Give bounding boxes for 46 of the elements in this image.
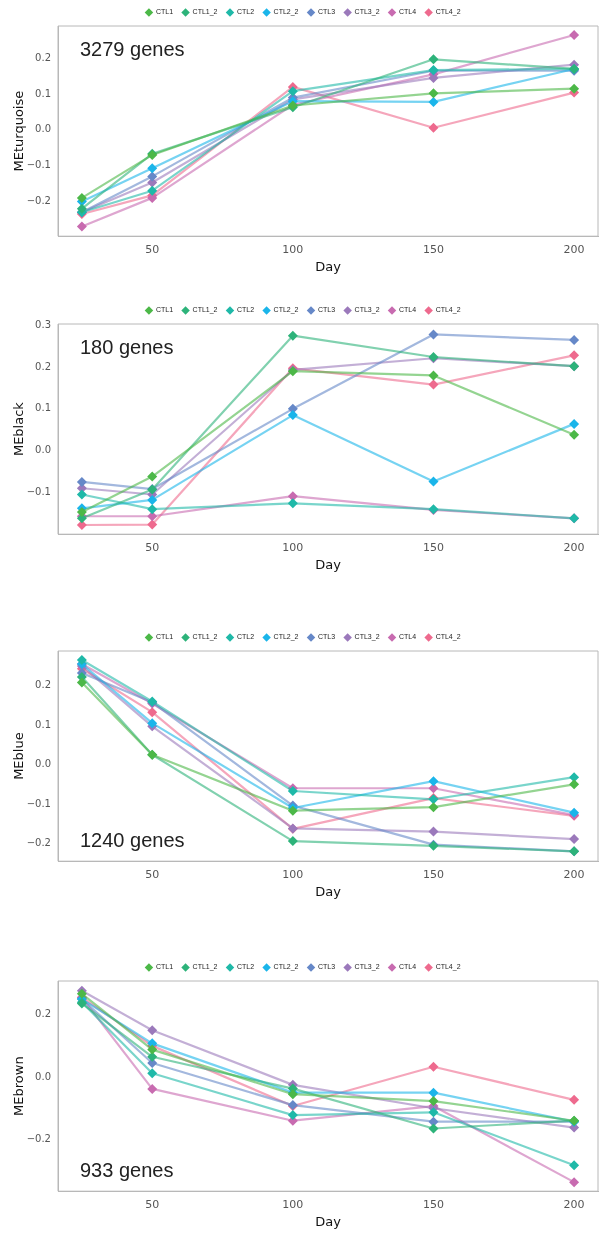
x-tick-label: 50 [145, 1197, 160, 1211]
y-tick-label: −0.2 [26, 837, 51, 849]
x-tick-label: 200 [563, 867, 585, 881]
x-tick-label: 150 [422, 242, 444, 256]
x-tick-label: 150 [422, 867, 444, 881]
y-tick-label: 0.2 [35, 360, 51, 372]
annotation: 933 genes [80, 1159, 174, 1182]
y-tick-label: 0.0 [35, 1070, 51, 1082]
x-tick-label: 150 [422, 540, 444, 554]
x-tick-label: 100 [282, 540, 304, 554]
y-tick-label: 0.0 [35, 123, 51, 135]
y-axis-title: MEturquoise [11, 90, 27, 172]
y-tick-label: 0.1 [35, 87, 51, 99]
annotation: 3279 genes [80, 38, 185, 60]
x-tick-label: 100 [282, 242, 304, 256]
y-tick-label: 0.2 [35, 51, 51, 63]
y-axis-title: MEblue [11, 732, 27, 780]
y-tick-label: −0.2 [26, 1133, 51, 1145]
annotation: 1240 genes [80, 829, 185, 852]
y-tick-label: 0.2 [35, 679, 51, 691]
y-tick-label: 0.1 [35, 402, 51, 414]
y-tick-label: −0.1 [26, 486, 51, 497]
x-axis-title: Day [315, 556, 342, 572]
x-axis-title: Day [315, 258, 342, 274]
y-tick-label: −0.1 [26, 159, 51, 171]
x-tick-label: 50 [145, 242, 160, 256]
y-tick-label: −0.1 [26, 797, 51, 809]
x-tick-label: 150 [422, 1197, 444, 1211]
x-axis-title: Day [315, 1213, 342, 1229]
x-tick-label: 200 [563, 1197, 585, 1211]
x-tick-label: 50 [145, 867, 160, 881]
x-tick-label: 100 [282, 1197, 304, 1211]
y-tick-label: 0.0 [35, 758, 51, 770]
x-tick-label: 50 [145, 540, 160, 554]
y-tick-label: 0.3 [35, 318, 51, 330]
y-axis-title: MEbrown [11, 1056, 27, 1116]
x-tick-label: 100 [282, 867, 304, 881]
x-axis-title: Day [315, 883, 342, 899]
y-tick-label: −0.2 [26, 195, 51, 207]
x-tick-label: 200 [563, 242, 585, 256]
y-tick-label: 0.0 [35, 444, 51, 456]
y-tick-label: 0.2 [35, 1008, 51, 1020]
x-tick-label: 200 [563, 540, 585, 554]
y-axis-title: MEblack [11, 401, 27, 457]
annotation: 180 genes [80, 336, 174, 358]
y-tick-label: 0.1 [35, 718, 51, 730]
